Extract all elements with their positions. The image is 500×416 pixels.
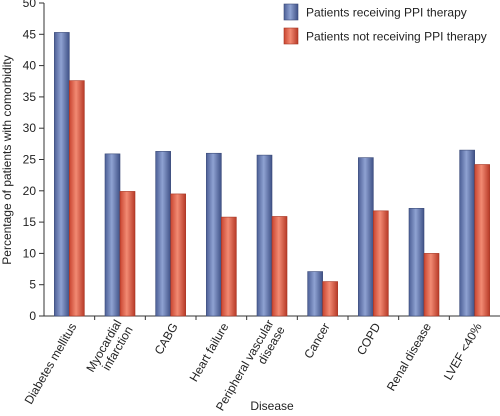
bar-ppi [408,208,425,317]
y-tick-label: 0 [29,309,36,323]
bar-ppi [459,149,475,317]
bar-ppi [104,153,121,317]
x-tick-label-line: CABG [152,321,181,357]
y-tick-label: 5 [29,278,36,292]
y-tick-label: 50 [23,0,37,10]
bar-ppi [206,152,222,317]
x-tick-label-line: Renal disease [384,320,434,393]
x-tick-label-line: Diabetes mellitus [22,321,80,407]
y-tick-label: 45 [23,27,37,41]
bar-no-ppi [474,164,490,317]
x-tick-label: Renal disease [384,320,434,393]
x-tick-label: Heart failure [187,320,232,384]
x-tick-label: CABG [152,321,181,357]
bar-ppi [54,32,70,317]
y-tick-label: 25 [23,153,37,167]
y-axis: 0 5 10 15 20 25 30 35 40 45 50 [23,0,45,323]
bar-no-ppi [221,216,237,317]
x-tick-label: Myocardialinfarction [83,317,135,381]
y-tick-label: 30 [23,121,37,135]
bar-no-ppi [271,216,288,317]
legend-swatch [283,27,299,45]
bar-ppi [256,154,273,317]
y-tick-label: 35 [23,90,37,104]
y-tick-label: 10 [23,246,37,260]
legend-label: Patients receiving PPI therapy [306,6,467,20]
x-tick-label: Diabetes mellitus [22,321,80,407]
bar-no-ppi [170,193,186,317]
bar-no-ppi [373,210,389,317]
y-axis-title: Percentage of patients with comorbidity [0,55,14,264]
bar-no-ppi [69,80,85,317]
bar-ppi [358,157,374,317]
x-tick-label-line: Cancer [301,321,332,362]
x-tick-label: LVEF <40% [441,320,485,382]
legend-label: Patients not receiving PPI therapy [306,30,487,44]
bar-no-ppi [423,253,440,317]
x-tick-label: COPD [354,320,384,357]
x-axis-title: Disease [250,399,294,413]
y-tick-label: 15 [23,215,37,229]
bar-no-ppi [322,281,338,317]
legend-swatch [283,3,299,21]
bars [54,32,490,317]
bar-no-ppi [119,191,136,317]
bar-ppi [155,151,171,317]
legend: Patients receiving PPI therapy Patients n… [283,3,487,45]
y-tick-label: 20 [23,184,37,198]
x-tick-label: Cancer [301,321,332,362]
y-tick-label: 40 [23,59,37,73]
bar-ppi [307,271,323,317]
x-tick-label-line: LVEF <40% [441,320,485,382]
x-tick-label-line: Heart failure [187,320,232,384]
x-tick-label-line: COPD [354,320,384,357]
